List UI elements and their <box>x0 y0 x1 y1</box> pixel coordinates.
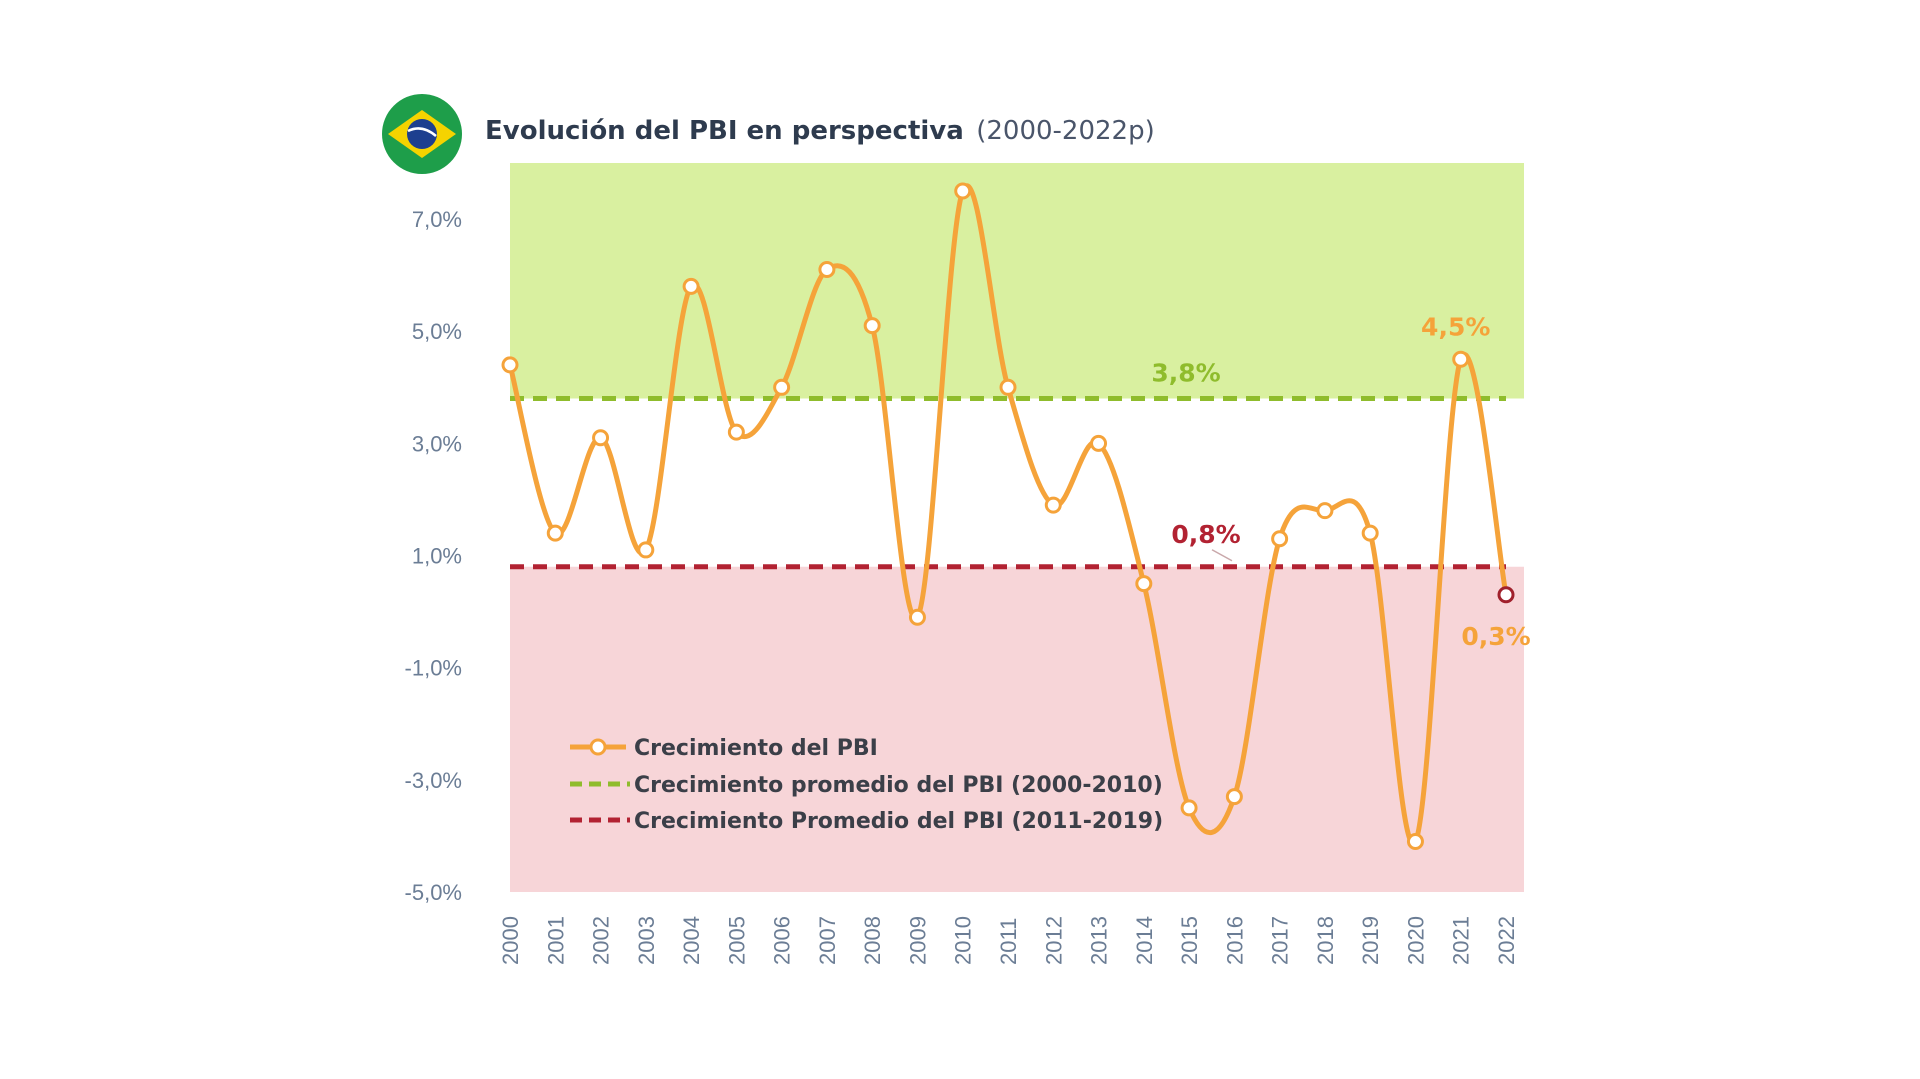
average-lines: 3,8% 0,8% <box>510 359 1506 570</box>
y-tick-label: -1,0% <box>405 656 462 681</box>
x-tick-label: 2003 <box>634 916 659 965</box>
point-2007 <box>818 261 836 279</box>
x-tick-label: 2000 <box>498 916 523 965</box>
point-2001 <box>546 524 564 542</box>
x-tick-label: 2008 <box>860 916 885 965</box>
x-tick-label: 2007 <box>815 916 840 965</box>
y-tick-label: 7,0% <box>412 207 462 232</box>
point-2005 <box>727 423 745 441</box>
avg-label-leader <box>1211 549 1233 562</box>
x-tick-label: 2020 <box>1403 916 1428 965</box>
data-labels: 4,5% 0,3% <box>1421 312 1531 651</box>
legend-item-gdp: Crecimiento del PBI <box>570 736 878 761</box>
x-tick-label: 2021 <box>1449 916 1474 965</box>
x-tick-label: 2014 <box>1132 916 1157 965</box>
legend-label-avg-2011-2019: Crecimiento Promedio del PBI (2011-2019) <box>634 809 1163 834</box>
point-2013 <box>1090 434 1108 452</box>
band-upper <box>510 163 1524 399</box>
x-tick-label: 2022 <box>1494 916 1519 965</box>
point-2016 <box>1225 788 1243 806</box>
x-tick-label: 2019 <box>1358 916 1383 965</box>
x-tick-label: 2005 <box>724 916 749 965</box>
x-tick-label: 2013 <box>1087 916 1112 965</box>
point-2017 <box>1271 530 1289 548</box>
point-2020 <box>1406 833 1424 851</box>
y-tick-label: 3,0% <box>412 431 462 456</box>
x-axis-ticks: 2000 2001 2002 2003 2004 2005 2006 2007 2008 2009… <box>498 916 1519 965</box>
y-tick-label: -3,0% <box>405 768 462 793</box>
point-2006 <box>773 378 791 396</box>
point-2000 <box>501 356 519 374</box>
point-2011 <box>999 378 1017 396</box>
point-2018 <box>1316 502 1334 520</box>
brazil-flag-icon <box>382 94 462 174</box>
point-2012 <box>1044 496 1062 514</box>
avg-label-2000-2010: 3,8% <box>1151 359 1220 388</box>
legend-item-avg-2011-2019: Crecimiento Promedio del PBI (2011-2019) <box>570 809 1163 834</box>
point-2022 <box>1497 586 1515 604</box>
gdp-series <box>501 182 1515 851</box>
x-tick-label: 2011 <box>996 918 1021 965</box>
background-bands <box>510 163 1524 892</box>
x-tick-label: 2009 <box>905 916 930 965</box>
y-tick-label: -5,0% <box>405 880 462 905</box>
x-tick-label: 2001 <box>543 916 568 965</box>
y-tick-label: 5,0% <box>412 319 462 344</box>
x-tick-label: 2016 <box>1222 916 1247 965</box>
legend: Crecimiento del PBI Crecimiento promedio… <box>570 736 1163 834</box>
chart-title-main: Evolución del PBI en perspectiva <box>485 116 964 146</box>
band-lower <box>510 566 1524 892</box>
y-tick-label: 1,0% <box>412 544 462 569</box>
x-tick-label: 2015 <box>1177 916 1202 965</box>
chart-title-sub: (2000-2022p) <box>976 116 1155 146</box>
point-2015 <box>1180 799 1198 817</box>
x-tick-label: 2018 <box>1313 916 1338 965</box>
x-tick-label: 2006 <box>770 916 795 965</box>
point-2002 <box>592 429 610 447</box>
point-2021 <box>1452 350 1470 368</box>
point-2004 <box>682 277 700 295</box>
point-2009 <box>908 608 926 626</box>
legend-marker-icon <box>589 738 607 756</box>
chart-title: Evolución del PBI en perspectiva (2000-2… <box>485 116 1155 146</box>
x-tick-label: 2004 <box>679 916 704 965</box>
legend-label-avg-2000-2010: Crecimiento promedio del PBI (2000-2010) <box>634 773 1163 798</box>
point-2010 <box>954 182 972 200</box>
x-tick-label: 2010 <box>951 916 976 965</box>
x-tick-label: 2017 <box>1268 916 1293 965</box>
x-tick-label: 2002 <box>589 916 614 965</box>
legend-item-avg-2000-2010: Crecimiento promedio del PBI (2000-2010) <box>570 773 1163 798</box>
data-label-2021: 4,5% <box>1421 312 1490 341</box>
data-label-2022: 0,3% <box>1461 622 1530 651</box>
x-tick-label: 2012 <box>1041 916 1066 965</box>
point-2019 <box>1361 524 1379 542</box>
legend-label-gdp: Crecimiento del PBI <box>634 736 878 761</box>
point-2008 <box>863 317 881 335</box>
y-axis-ticks: 7,0% 5,0% 3,0% 1,0% -1,0% -3,0% -5,0% <box>405 207 462 905</box>
point-2014 <box>1135 575 1153 593</box>
avg-label-2011-2019: 0,8% <box>1171 520 1240 549</box>
point-2003 <box>637 541 655 559</box>
